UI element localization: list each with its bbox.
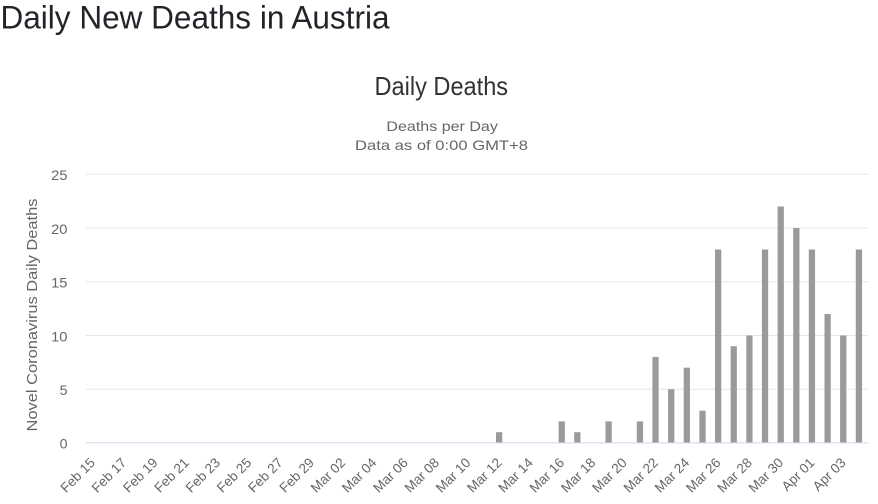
svg-text:20: 20: [51, 221, 68, 237]
svg-text:Novel Coronavirus Daily Deaths: Novel Coronavirus Daily Deaths: [25, 199, 41, 432]
svg-text:5: 5: [60, 382, 68, 398]
svg-text:Deaths per Day: Deaths per Day: [386, 118, 498, 134]
svg-text:15: 15: [51, 275, 68, 291]
svg-text:Data as of 0:00 GMT+8: Data as of 0:00 GMT+8: [355, 137, 528, 153]
svg-text:25: 25: [51, 167, 68, 183]
svg-text:0: 0: [60, 436, 68, 452]
svg-text:Daily Deaths: Daily Deaths: [375, 71, 509, 101]
svg-text:Daily New Deaths in Austria: Daily New Deaths in Austria: [1, 0, 391, 36]
svg-text:10: 10: [51, 328, 68, 344]
